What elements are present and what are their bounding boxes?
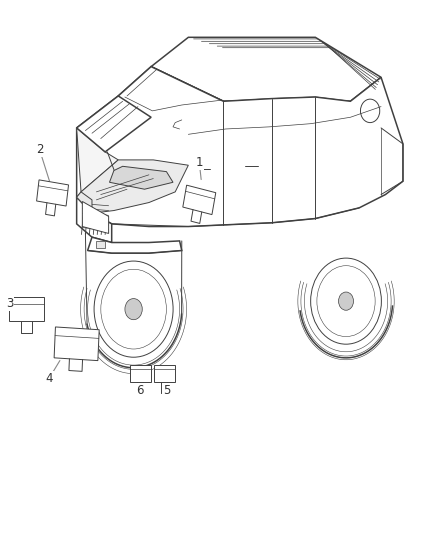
Polygon shape	[110, 166, 173, 189]
Text: 3: 3	[6, 297, 13, 310]
Polygon shape	[311, 97, 350, 124]
Text: 2: 2	[35, 143, 43, 156]
Polygon shape	[154, 365, 175, 382]
Polygon shape	[9, 297, 44, 321]
Polygon shape	[37, 180, 68, 206]
Text: 1: 1	[195, 156, 203, 169]
Polygon shape	[130, 365, 151, 382]
Polygon shape	[82, 201, 109, 233]
Polygon shape	[77, 192, 92, 213]
Polygon shape	[77, 128, 118, 192]
Polygon shape	[151, 37, 381, 101]
Circle shape	[339, 292, 353, 310]
Polygon shape	[88, 237, 182, 253]
Polygon shape	[269, 97, 315, 127]
Circle shape	[94, 261, 173, 357]
Polygon shape	[223, 99, 272, 129]
Circle shape	[311, 258, 381, 344]
Polygon shape	[118, 67, 223, 112]
Polygon shape	[77, 160, 188, 213]
Text: 5: 5	[163, 384, 170, 397]
Polygon shape	[77, 67, 403, 227]
Polygon shape	[77, 197, 112, 243]
Polygon shape	[96, 241, 105, 248]
Text: 4: 4	[45, 372, 53, 385]
Polygon shape	[180, 101, 226, 134]
Polygon shape	[77, 96, 151, 152]
Circle shape	[125, 298, 142, 320]
Text: 6: 6	[136, 384, 144, 397]
Polygon shape	[183, 185, 216, 215]
Polygon shape	[54, 327, 99, 361]
